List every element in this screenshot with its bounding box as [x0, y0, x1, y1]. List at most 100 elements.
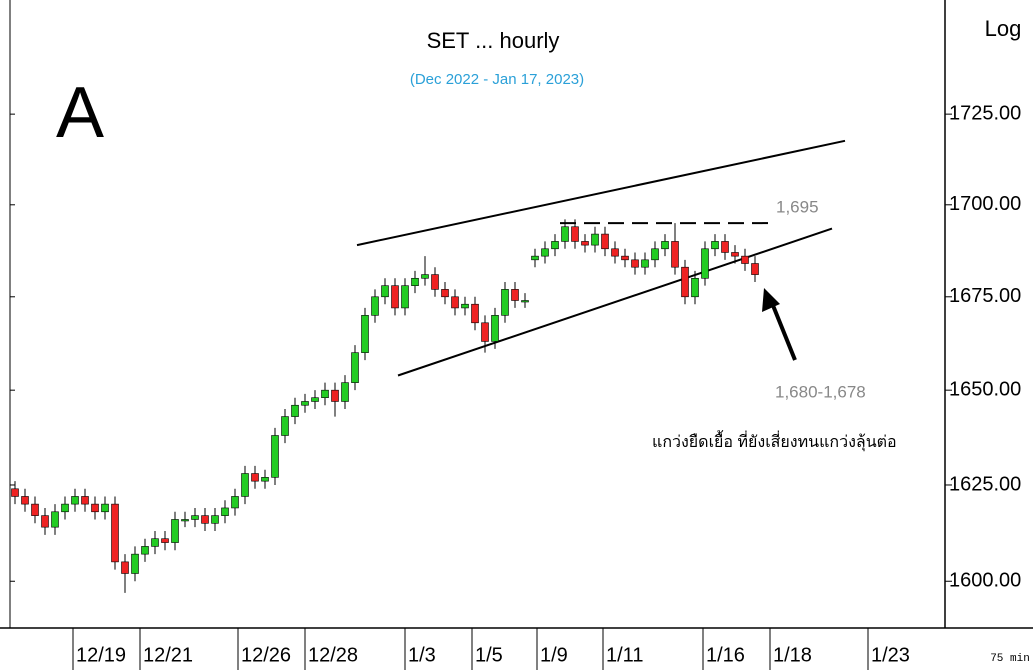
candle-body — [661, 241, 669, 250]
candle-body — [341, 382, 349, 402]
candle-body — [641, 259, 649, 268]
candle-body — [11, 488, 19, 497]
candle-body — [701, 248, 709, 279]
y-tick-label: 1725.00 — [949, 102, 1021, 124]
candle-body — [751, 263, 759, 275]
candle-body — [311, 397, 319, 402]
candle-body — [61, 503, 69, 513]
candle-body — [301, 401, 309, 406]
candle-body — [631, 259, 639, 268]
candle-body — [731, 252, 739, 257]
candle-body — [401, 285, 409, 309]
candle-body — [181, 519, 189, 522]
panel-label: A — [56, 73, 104, 153]
x-tick-label: 12/21 — [143, 644, 193, 666]
candle-body — [71, 496, 79, 505]
candle-body — [481, 322, 489, 342]
candle-body — [671, 241, 679, 268]
candle-body — [321, 389, 329, 399]
annotation: 1,695 — [776, 197, 819, 216]
candle-body — [171, 519, 179, 543]
y-tick-label: 1700.00 — [949, 193, 1021, 215]
x-tick-label: 1/23 — [871, 644, 910, 666]
candle-body — [31, 503, 39, 516]
candle-body — [651, 248, 659, 261]
candle-body — [691, 277, 699, 298]
x-tick-label: 1/9 — [540, 644, 568, 666]
arrow-head — [762, 288, 780, 312]
candle-body — [451, 296, 459, 309]
candle-body — [431, 274, 439, 290]
candle-body — [611, 248, 619, 257]
y-tick-label: 1675.00 — [949, 285, 1021, 307]
candle-body — [211, 515, 219, 524]
candle-body — [121, 561, 129, 574]
candle-body — [601, 233, 609, 250]
candle-body — [461, 303, 469, 309]
candle-body — [51, 511, 59, 528]
candle-body — [501, 289, 509, 316]
y-tick-label: 1600.00 — [949, 570, 1021, 592]
candle-body — [91, 503, 99, 513]
candle-body — [331, 389, 339, 402]
candle-body — [201, 515, 209, 524]
x-tick-label: 1/5 — [475, 644, 503, 666]
x-tick-label: 12/19 — [76, 644, 126, 666]
candle-body — [361, 315, 369, 353]
candle-body — [511, 289, 519, 301]
candle-body — [191, 515, 199, 520]
candle-body — [541, 248, 549, 257]
candle-body — [711, 241, 719, 250]
candle-body — [291, 404, 299, 417]
candle-body — [391, 285, 399, 309]
candle-body — [351, 352, 359, 383]
candle-body — [521, 300, 529, 303]
chart-subtitle: (Dec 2022 - Jan 17, 2023) — [410, 71, 584, 88]
candle-body — [371, 296, 379, 316]
candle-body — [101, 503, 109, 513]
x-tick-label: 1/16 — [706, 644, 745, 666]
trend-line — [397, 227, 833, 377]
candle-body — [471, 303, 479, 324]
candle-body — [261, 477, 269, 482]
candle-body — [131, 553, 139, 574]
candle-body — [551, 241, 559, 250]
candle-body — [741, 255, 749, 264]
candle-body — [141, 546, 149, 555]
scale-label: Log — [985, 16, 1022, 41]
annotation: แกว่งยืดเยื้อ ที่ยังเสี่ยงทนแกว่งลุ้นต่อ — [652, 430, 897, 452]
candle-body — [591, 233, 599, 246]
candle-body — [561, 226, 569, 242]
candle-body — [531, 255, 539, 261]
candle-body — [571, 226, 579, 242]
chart-title: SET ... hourly — [427, 28, 560, 53]
y-tick-label: 1625.00 — [949, 473, 1021, 495]
x-tick-label: 1/11 — [606, 644, 643, 666]
candle-body — [241, 473, 249, 497]
y-tick-label: 1650.00 — [949, 378, 1021, 400]
candle-body — [491, 315, 499, 342]
candle-body — [221, 507, 229, 516]
candle-body — [721, 241, 729, 253]
x-tick-label: 12/26 — [241, 644, 291, 666]
candle-body — [231, 496, 239, 509]
x-tick-label: 12/28 — [308, 644, 358, 666]
candle-body — [81, 496, 89, 505]
candle-body — [441, 289, 449, 298]
candle-body — [111, 503, 119, 563]
candle-body — [421, 274, 429, 279]
x-tick-label: 1/18 — [773, 644, 812, 666]
candle-body — [151, 538, 159, 547]
candle-body — [621, 255, 629, 261]
candle-body — [281, 416, 289, 436]
candle-body — [681, 266, 689, 298]
x-tick-label: 1/3 — [408, 644, 436, 666]
annotation: 1,680-1,678 — [775, 382, 866, 401]
candle-body — [381, 285, 389, 298]
interval-label: 75 min — [990, 653, 1030, 665]
candle-body — [251, 473, 259, 482]
trend-line — [356, 139, 846, 247]
candle-body — [271, 435, 279, 478]
candle-body — [581, 241, 589, 246]
